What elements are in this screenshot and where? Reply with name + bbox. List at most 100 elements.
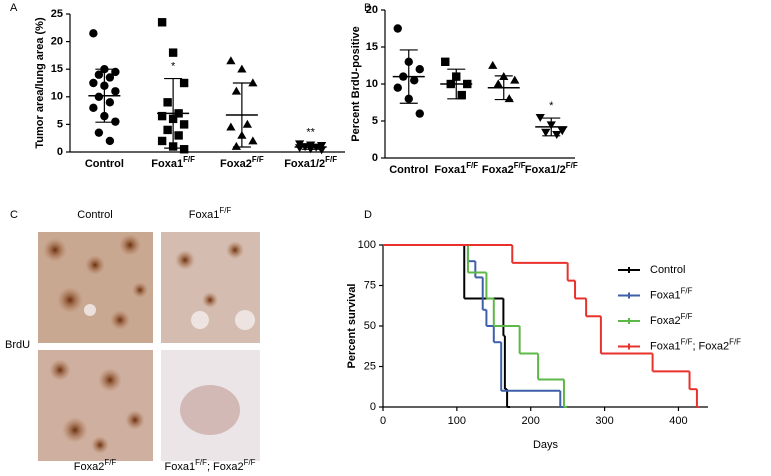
dot bbox=[231, 141, 241, 150]
x-tick-label: Control bbox=[85, 158, 124, 170]
y-tick-label: 100 bbox=[358, 239, 376, 251]
image-label-part: F/F bbox=[219, 206, 231, 215]
dot bbox=[174, 131, 183, 140]
annotation: ** bbox=[306, 127, 315, 139]
y-tick-label: 25 bbox=[364, 360, 376, 372]
image-label: Foxa2F/F bbox=[74, 458, 117, 473]
legend-label-part: Control bbox=[650, 264, 685, 276]
dot bbox=[317, 146, 327, 155]
dot bbox=[457, 90, 466, 100]
row-label: BrdU bbox=[5, 339, 30, 351]
legend-label-part: F/F bbox=[681, 286, 693, 295]
image-label-part: F/F bbox=[195, 458, 207, 467]
x-tick-label: Foxa2F/F bbox=[220, 155, 264, 170]
dot bbox=[163, 98, 172, 107]
panel-letter: C bbox=[10, 209, 18, 221]
dot bbox=[415, 109, 424, 118]
image-label: Control bbox=[77, 209, 112, 221]
legend-label-part: F/F bbox=[681, 337, 693, 346]
dot bbox=[510, 75, 520, 84]
x-tick-label-part: Foxa2 bbox=[482, 164, 514, 176]
dot bbox=[105, 98, 115, 107]
image-label-part: Foxa2 bbox=[74, 461, 105, 473]
dot bbox=[248, 78, 258, 87]
dot bbox=[248, 136, 258, 145]
dot bbox=[231, 86, 241, 95]
y-tick-label: 25 bbox=[51, 8, 63, 20]
y-tick-label: 20 bbox=[366, 4, 378, 16]
annotation: * bbox=[171, 60, 176, 72]
dot bbox=[242, 119, 252, 128]
y-tick-label: 20 bbox=[51, 36, 63, 48]
panel-letter: A bbox=[10, 2, 18, 14]
dot bbox=[111, 117, 120, 126]
x-tick-label: 100 bbox=[448, 415, 466, 427]
legend-label-part: Foxa1 bbox=[650, 340, 681, 352]
x-tick-label-part: F/F bbox=[252, 155, 264, 164]
x-tick-label: Foxa1/2F/F bbox=[525, 161, 578, 176]
image-label-part: F/F bbox=[244, 458, 256, 467]
x-tick-label: 200 bbox=[522, 415, 540, 427]
panel-letter: B bbox=[364, 2, 371, 14]
y-tick-label: 0 bbox=[57, 146, 63, 158]
legend-label-part: Foxa2 bbox=[650, 315, 681, 327]
x-tick-label-part: Foxa1/2 bbox=[525, 164, 566, 176]
dot bbox=[179, 78, 189, 88]
y-tick-label: 5 bbox=[57, 118, 63, 130]
x-tick-label-part: Foxa1/2 bbox=[284, 158, 325, 170]
dot bbox=[89, 29, 98, 38]
image-label-part: Foxa1 bbox=[189, 209, 220, 221]
dot bbox=[157, 18, 167, 27]
y-tick-label: 10 bbox=[366, 78, 378, 90]
dot bbox=[179, 120, 189, 129]
dot bbox=[94, 70, 104, 79]
image-label-part: Foxa1 bbox=[165, 461, 196, 473]
dot bbox=[89, 78, 98, 88]
dot bbox=[111, 67, 120, 77]
dot bbox=[393, 24, 402, 33]
dot bbox=[89, 103, 98, 113]
dot bbox=[226, 56, 236, 65]
legend-label-part: F/F bbox=[681, 312, 693, 321]
panel-letter: D bbox=[364, 209, 372, 221]
x-tick-label-part: F/F bbox=[466, 161, 478, 170]
dot bbox=[226, 122, 236, 131]
legend-label-part: ; Foxa2 bbox=[692, 340, 729, 352]
dot bbox=[105, 73, 115, 82]
dot bbox=[557, 127, 567, 136]
dot bbox=[393, 83, 402, 92]
dot bbox=[94, 92, 104, 102]
legend-label-part: Foxa1 bbox=[650, 289, 681, 301]
dot bbox=[493, 79, 503, 88]
x-tick-label: 400 bbox=[669, 415, 687, 427]
legend-label: Foxa1F/F; Foxa2F/F bbox=[650, 337, 741, 352]
image-label: Foxa1F/F; Foxa2F/F bbox=[165, 458, 256, 473]
x-tick-label-part: F/F bbox=[325, 155, 337, 164]
dot bbox=[552, 130, 562, 139]
annotation: * bbox=[549, 100, 554, 112]
dot bbox=[111, 87, 120, 96]
x-tick-label-part: Control bbox=[85, 158, 124, 170]
y-tick-label: 75 bbox=[364, 279, 376, 291]
dot bbox=[488, 60, 498, 69]
legend-label: Foxa1F/F bbox=[650, 286, 693, 301]
dot bbox=[157, 136, 167, 146]
x-tick-label-part: Foxa2 bbox=[220, 158, 252, 170]
x-tick-label-part: Control bbox=[389, 164, 428, 176]
dot bbox=[179, 145, 189, 154]
x-tick-label: 300 bbox=[595, 415, 613, 427]
image-label-part: F/F bbox=[104, 458, 116, 467]
dot bbox=[295, 144, 305, 153]
micrographs bbox=[38, 232, 260, 461]
x-tick-label: Foxa1F/F bbox=[434, 161, 478, 176]
image-label: Foxa1F/F bbox=[189, 206, 232, 221]
legend-label-part: F/F bbox=[729, 337, 741, 346]
x-tick-label: Foxa1/2F/F bbox=[284, 155, 337, 170]
x-axis-title: Days bbox=[533, 439, 559, 451]
dot bbox=[415, 65, 424, 74]
x-tick-label-part: Foxa1 bbox=[151, 158, 183, 170]
x-tick-label-part: Foxa1 bbox=[434, 164, 466, 176]
dot bbox=[410, 76, 419, 85]
dot bbox=[535, 113, 545, 122]
x-tick-label-part: F/F bbox=[183, 155, 195, 164]
